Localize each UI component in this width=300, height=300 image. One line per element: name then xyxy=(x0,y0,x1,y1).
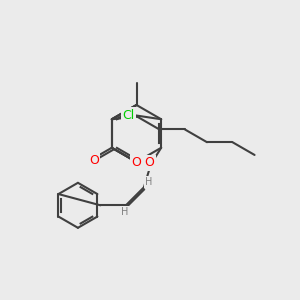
Text: H: H xyxy=(121,207,128,217)
Text: O: O xyxy=(132,155,141,169)
Text: O: O xyxy=(144,156,154,169)
Text: H: H xyxy=(145,177,152,187)
Text: O: O xyxy=(89,154,99,167)
Text: Cl: Cl xyxy=(123,109,135,122)
